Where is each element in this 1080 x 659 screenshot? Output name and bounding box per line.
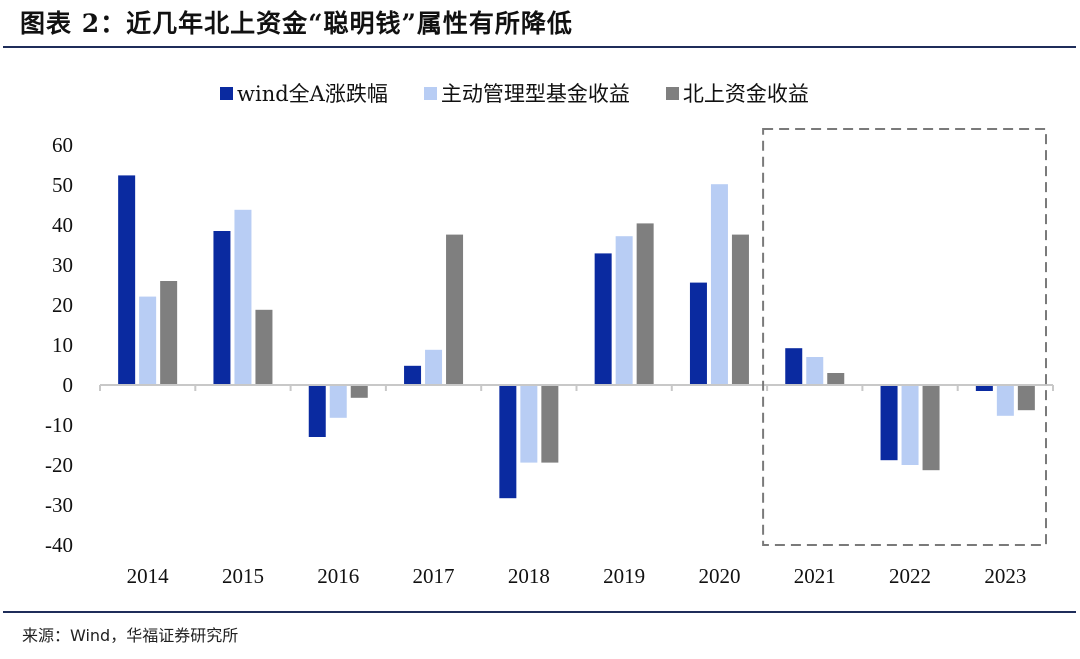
y-tick-label: 10 [52, 333, 73, 357]
highlight-box-2021-2023 [762, 128, 1047, 546]
y-tick-label: 0 [63, 373, 74, 397]
bar-north-2020 [731, 234, 749, 385]
bar-fund-2018 [520, 385, 538, 463]
legend-swatch-wind [220, 86, 233, 100]
bar-north-2017 [446, 234, 464, 385]
bar-north-2023 [1017, 385, 1035, 411]
bar-wind-2023 [975, 385, 993, 391]
y-tick-label: 60 [52, 133, 73, 157]
y-tick-label: -40 [45, 533, 73, 557]
bar-wind-2022 [880, 385, 898, 461]
bar-north-2018 [541, 385, 559, 463]
bar-wind-2019 [594, 253, 612, 385]
bar-fund-2016 [329, 385, 347, 418]
x-tick-label: 2014 [127, 564, 170, 588]
bar-fund-2021 [806, 357, 824, 385]
legend-item-fund: 主动管理型基金收益 [423, 78, 630, 108]
bar-north-2016 [350, 385, 368, 398]
bar-wind-2016 [308, 385, 326, 437]
bar-fund-2017 [425, 349, 443, 385]
y-tick-label: -20 [45, 453, 73, 477]
bar-fund-2019 [615, 236, 633, 385]
bar-north-2015 [255, 309, 273, 385]
x-tick-label: 2016 [317, 564, 359, 588]
legend-swatch-fund [423, 86, 437, 100]
bar-north-2022 [922, 385, 940, 471]
legend: wind全A涨跌幅 主动管理型基金收益 北上资金收益 [220, 78, 809, 108]
x-tick-label: 2018 [508, 564, 550, 588]
bar-fund-2022 [901, 385, 919, 465]
bar-wind-2020 [689, 282, 707, 385]
x-tick-label: 2015 [222, 564, 264, 588]
bar-fund-2014 [139, 296, 157, 385]
bar-north-2021 [827, 373, 845, 385]
x-tick-label: 2017 [413, 564, 455, 588]
x-tick-label: 2020 [698, 564, 740, 588]
legend-swatch-north [665, 86, 679, 100]
bar-fund-2015 [234, 209, 252, 385]
bar-wind-2015 [213, 231, 231, 385]
legend-label-fund: 主动管理型基金收益 [440, 82, 630, 106]
bar-north-2014 [160, 281, 178, 385]
bar-wind-2017 [404, 365, 422, 385]
legend-label-north: 北上资金收益 [682, 82, 809, 106]
legend-item-wind: wind全A涨跌幅 [220, 78, 388, 108]
x-axis-labels: 2014 2015 2016 2017 2018 2019 2020 2021 2022 2023 [127, 564, 1027, 588]
y-tick-label: 50 [52, 173, 73, 197]
x-tick-label: 2021 [794, 564, 836, 588]
bar-wind-2014 [118, 175, 136, 385]
bar-fund-2020 [710, 184, 728, 385]
y-tick-label: -10 [45, 413, 73, 437]
y-axis: 60 50 40 30 20 10 0 -10 -20 -30 -40 [45, 133, 73, 557]
legend-label-wind: wind全A涨跌幅 [237, 82, 388, 106]
bars [118, 175, 1035, 499]
bar-fund-2023 [996, 385, 1014, 416]
bar-wind-2021 [785, 348, 803, 385]
source-note: 来源：Wind，华福证券研究所 [22, 626, 239, 645]
y-tick-label: 20 [52, 293, 73, 317]
title-divider [3, 46, 1076, 48]
y-tick-label: -30 [45, 493, 73, 517]
y-tick-label: 40 [52, 213, 73, 237]
x-tick-label: 2019 [603, 564, 645, 588]
footer-divider [3, 611, 1076, 613]
legend-item-north: 北上资金收益 [665, 78, 809, 108]
x-tick-label: 2023 [984, 564, 1026, 588]
bar-north-2019 [636, 223, 654, 385]
bar-wind-2018 [499, 385, 517, 499]
x-tick-label: 2022 [889, 564, 931, 588]
x-axis [99, 384, 1054, 391]
y-tick-label: 30 [52, 253, 73, 277]
chart-title: 图表 2：近几年北上资金“聪明钱”属性有所降低 [20, 9, 573, 38]
